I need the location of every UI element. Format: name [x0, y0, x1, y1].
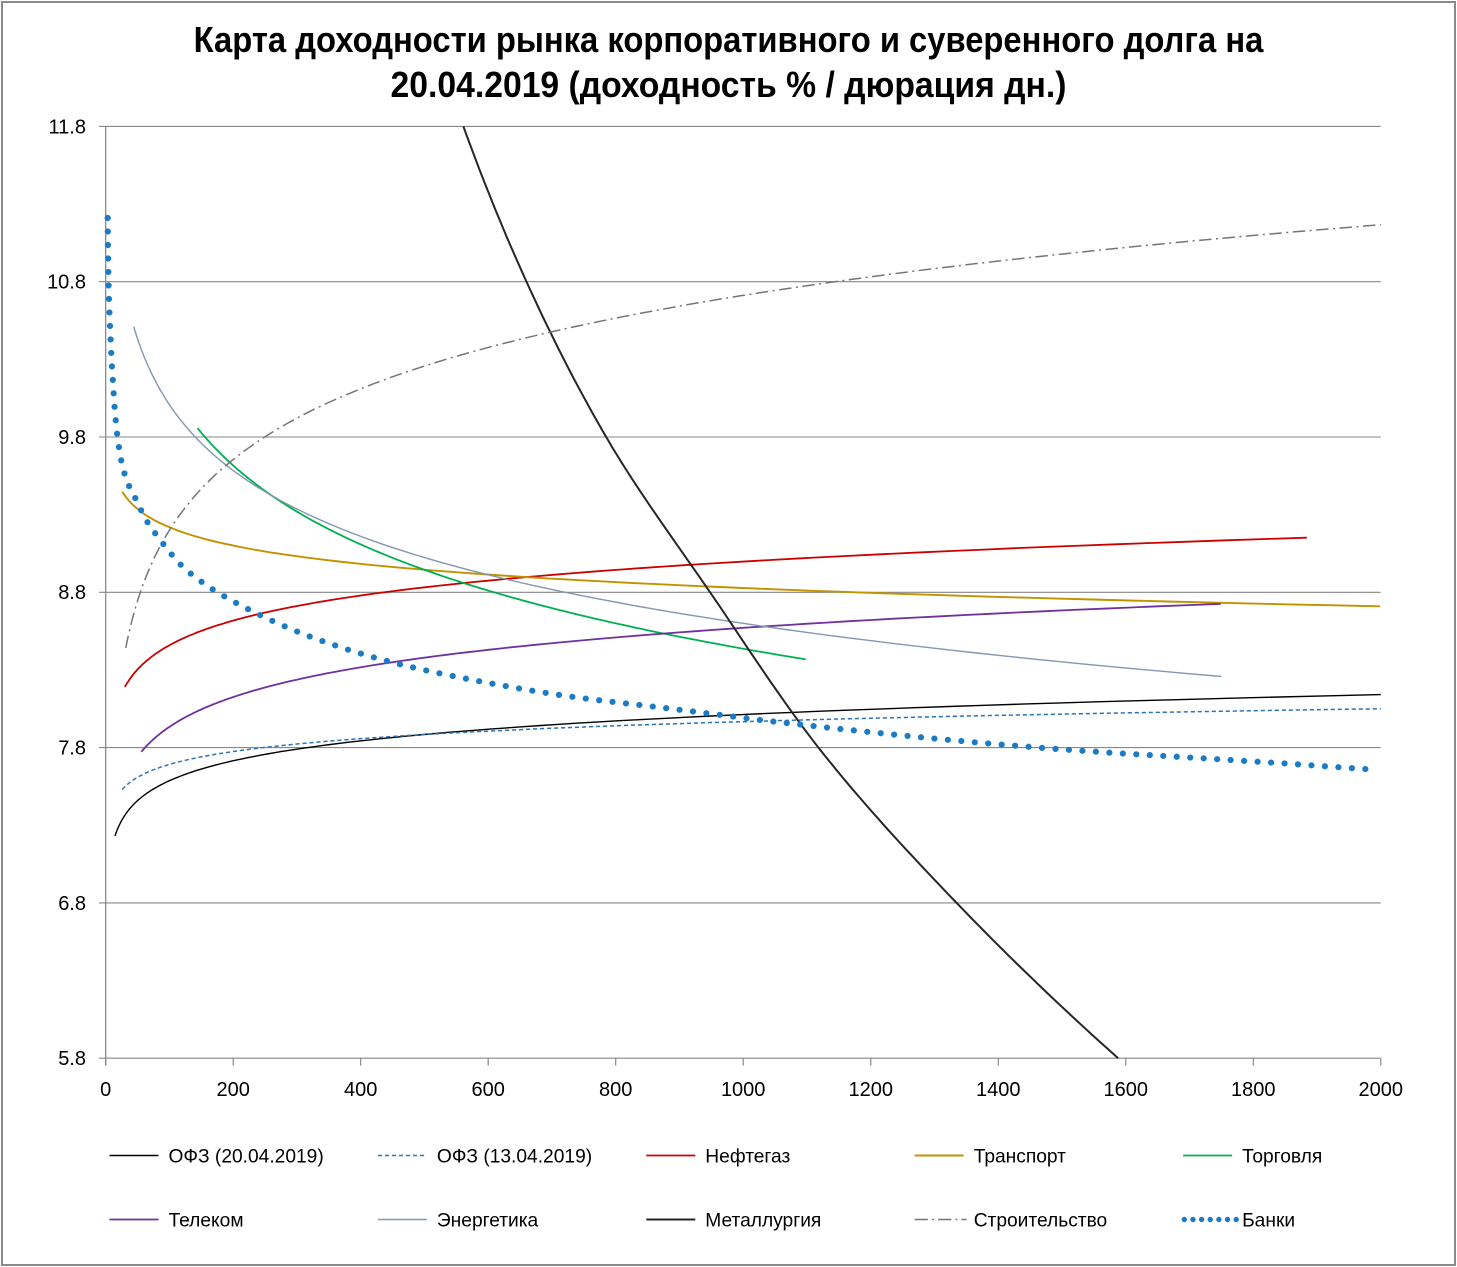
svg-text:1400: 1400	[976, 1079, 1021, 1101]
svg-text:400: 400	[344, 1079, 377, 1101]
svg-text:Энергетика: Энергетика	[437, 1210, 539, 1231]
svg-text:800: 800	[599, 1079, 632, 1101]
svg-text:600: 600	[472, 1079, 505, 1101]
svg-text:Телеком: Телеком	[169, 1210, 244, 1231]
svg-text:Металлургия: Металлургия	[705, 1210, 821, 1231]
svg-text:ОФЗ (13.04.2019): ОФЗ (13.04.2019)	[437, 1146, 592, 1167]
svg-text:6.8: 6.8	[58, 893, 86, 915]
svg-text:Нефтегаз: Нефтегаз	[705, 1146, 790, 1167]
svg-text:1000: 1000	[721, 1079, 766, 1101]
svg-text:11.8: 11.8	[49, 116, 86, 138]
svg-text:1200: 1200	[849, 1079, 894, 1101]
svg-text:10.8: 10.8	[47, 272, 86, 294]
svg-text:5.8: 5.8	[58, 1048, 86, 1070]
svg-text:Торговля: Торговля	[1242, 1146, 1322, 1167]
svg-text:2000: 2000	[1359, 1079, 1404, 1101]
svg-text:9.8: 9.8	[58, 427, 86, 449]
svg-text:1800: 1800	[1231, 1079, 1276, 1101]
svg-text:200: 200	[217, 1079, 250, 1101]
svg-text:ОФЗ (20.04.2019): ОФЗ (20.04.2019)	[169, 1146, 324, 1167]
svg-text:7.8: 7.8	[58, 738, 86, 760]
svg-text:0: 0	[100, 1079, 111, 1101]
svg-text:Строительство: Строительство	[974, 1210, 1108, 1231]
svg-text:Транспорт: Транспорт	[974, 1146, 1066, 1167]
svg-text:Банки: Банки	[1242, 1210, 1295, 1231]
svg-text:1600: 1600	[1104, 1079, 1149, 1101]
svg-text:8.8: 8.8	[58, 582, 86, 604]
